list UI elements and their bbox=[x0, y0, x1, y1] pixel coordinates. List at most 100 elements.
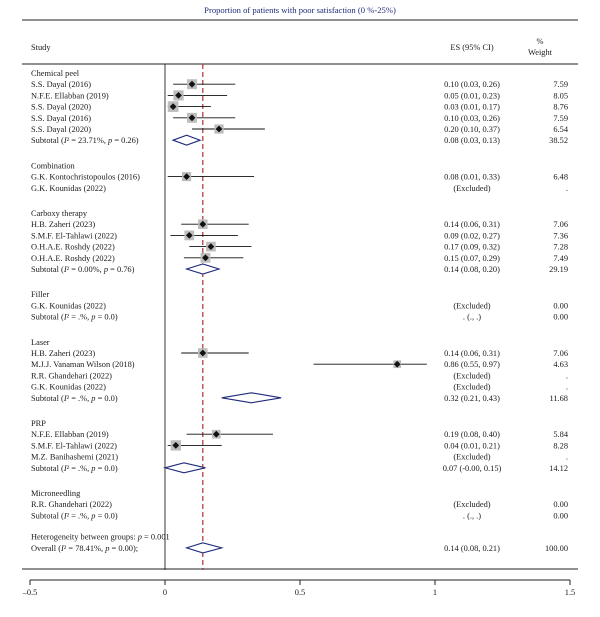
study-weight-text: 7.06 bbox=[553, 220, 568, 229]
study-es-text: 0.09 (0.02, 0.27) bbox=[444, 231, 500, 240]
study-weight-text: 7.06 bbox=[553, 349, 568, 358]
column-header-weight: Weight bbox=[528, 48, 553, 57]
subtotal-es-text: . (., .) bbox=[463, 313, 481, 322]
study-label: S.S. Dayal (2016) bbox=[31, 80, 91, 89]
study-weight-text: . bbox=[566, 371, 568, 380]
subtotal-weight-text: 0.00 bbox=[553, 511, 568, 520]
mark-layer bbox=[162, 79, 427, 554]
x-tick-label: 0.5 bbox=[295, 588, 305, 597]
study-weight-text: . bbox=[566, 383, 568, 392]
subtotal-es-text: 0.32 (0.21, 0.43) bbox=[444, 394, 500, 403]
subtotal-label: Subtotal (I² = .%, p = 0.0) bbox=[31, 313, 118, 322]
point-estimate bbox=[188, 80, 196, 88]
study-weight-text: 4.63 bbox=[553, 360, 568, 369]
point-estimate bbox=[207, 243, 215, 250]
study-label: O.H.A.E. Roshdy (2022) bbox=[31, 254, 115, 263]
study-label: H.B. Zaheri (2023) bbox=[31, 349, 95, 358]
study-label: G.K. Kounidas (2022) bbox=[31, 301, 106, 310]
subtotal-es-text: 0.07 (-0.00, 0.15) bbox=[443, 464, 502, 473]
overall-weight-text: 100.00 bbox=[545, 544, 568, 553]
group-label: Carboxy therapy bbox=[31, 209, 88, 218]
point-estimate bbox=[183, 173, 190, 180]
subtotal-diamond bbox=[162, 462, 206, 474]
point-estimate bbox=[188, 114, 196, 122]
column-header-es: ES (95% CI) bbox=[450, 43, 493, 52]
study-es-text: (Excluded) bbox=[453, 301, 490, 310]
study-weight-text: 7.28 bbox=[553, 243, 568, 252]
study-label: R.R. Ghandehari (2022) bbox=[31, 371, 112, 380]
chart-title: Proportion of patients with poor satisfa… bbox=[204, 5, 396, 15]
study-weight-text: 7.59 bbox=[553, 80, 568, 89]
subtotal-diamond bbox=[171, 134, 202, 146]
subtotal-weight-text: 0.00 bbox=[553, 313, 568, 322]
group-label: PRP bbox=[31, 419, 46, 428]
frame-layer bbox=[22, 19, 578, 585]
study-label: S.M.F. El-Tahlawi (2022) bbox=[31, 231, 117, 240]
subtotal-weight-text: 29.19 bbox=[549, 265, 568, 274]
study-weight-text: 8.28 bbox=[553, 441, 568, 450]
point-estimate bbox=[393, 360, 401, 368]
study-es-text: 0.86 (0.55, 0.97) bbox=[444, 360, 500, 369]
study-weight-text: 5.84 bbox=[553, 430, 568, 439]
subtotal-es-text: . (., .) bbox=[463, 511, 481, 520]
study-label: N.F.E. Ellabban (2019) bbox=[31, 430, 109, 439]
point-estimate bbox=[212, 430, 220, 438]
study-es-text: (Excluded) bbox=[453, 184, 490, 193]
group-label: Microneedling bbox=[31, 489, 81, 498]
column-header-study: Study bbox=[31, 43, 51, 52]
subtotal-es-text: 0.08 (0.03, 0.13) bbox=[444, 136, 500, 145]
subtotal-label: Subtotal (I² = 0.00%, p = 0.76) bbox=[31, 265, 135, 274]
subtotal-label: Subtotal (I² = .%, p = 0.0) bbox=[31, 464, 118, 473]
overall-es-text: 0.14 (0.08, 0.21) bbox=[444, 544, 500, 553]
point-estimate bbox=[169, 103, 177, 110]
study-weight-text: 8.05 bbox=[553, 91, 568, 100]
study-es-text: 0.20 (0.10, 0.37) bbox=[444, 125, 500, 134]
study-label: O.H.A.E. Roshdy (2022) bbox=[31, 243, 115, 252]
study-es-text: 0.10 (0.03, 0.26) bbox=[444, 114, 500, 123]
study-weight-text: 7.49 bbox=[553, 254, 568, 263]
study-es-text: 0.08 (0.01, 0.33) bbox=[444, 173, 500, 182]
point-estimate bbox=[215, 125, 223, 133]
study-es-text: 0.19 (0.08, 0.40) bbox=[444, 430, 500, 439]
study-weight-text: . bbox=[566, 453, 568, 462]
subtotal-diamond bbox=[184, 263, 221, 275]
study-es-text: 0.03 (0.01, 0.17) bbox=[444, 103, 500, 112]
study-es-text: (Excluded) bbox=[453, 371, 490, 380]
group-label: Filler bbox=[31, 290, 49, 299]
study-weight-text: . bbox=[566, 184, 568, 193]
text-layer: Proportion of patients with poor satisfa… bbox=[22, 5, 576, 597]
study-label: G.K. Kounidas (2022) bbox=[31, 184, 106, 193]
x-tick-label: 0 bbox=[163, 588, 167, 597]
subtotal-label: Subtotal (I² = 23.71%, p = 0.26) bbox=[31, 136, 139, 145]
study-weight-text: 8.76 bbox=[553, 103, 568, 112]
study-es-text: 0.10 (0.03, 0.26) bbox=[444, 80, 500, 89]
study-label: S.S. Dayal (2020) bbox=[31, 125, 91, 134]
study-label: N.F.E. Ellabban (2019) bbox=[31, 91, 109, 100]
study-weight-text: 7.36 bbox=[553, 231, 568, 240]
study-es-text: 0.15 (0.07, 0.29) bbox=[444, 254, 500, 263]
group-label: Laser bbox=[31, 338, 50, 347]
overall-label: Overall (I² = 78.41%, p = 0.00); bbox=[31, 544, 138, 553]
group-label: Combination bbox=[31, 161, 76, 170]
point-estimate bbox=[172, 442, 180, 449]
study-es-text: 0.14 (0.06, 0.31) bbox=[444, 349, 500, 358]
study-es-text: 0.14 (0.06, 0.31) bbox=[444, 220, 500, 229]
subtotal-weight-text: 14.12 bbox=[549, 464, 568, 473]
subtotal-diamond bbox=[221, 392, 282, 404]
study-weight-text: 6.48 bbox=[553, 173, 568, 182]
overall-diamond bbox=[184, 542, 224, 554]
point-estimate bbox=[199, 349, 207, 357]
study-label: M.J.J. Vanaman Wilson (2018) bbox=[31, 360, 135, 369]
study-es-text: 0.05 (0.01, 0.23) bbox=[444, 91, 500, 100]
x-tick-label: 1.5 bbox=[565, 588, 575, 597]
point-estimate bbox=[185, 232, 193, 239]
study-es-text: 0.17 (0.09, 0.32) bbox=[444, 243, 500, 252]
study-label: R.R. Ghandehari (2022) bbox=[31, 500, 112, 509]
subtotal-label: Subtotal (I² = .%, p = 0.0) bbox=[31, 511, 118, 520]
column-header-weight-pct: % bbox=[537, 37, 544, 46]
study-weight-text: 6.54 bbox=[553, 125, 568, 134]
study-es-text: (Excluded) bbox=[453, 383, 490, 392]
subtotal-weight-text: 11.68 bbox=[549, 394, 568, 403]
x-tick-label: 1 bbox=[433, 588, 437, 597]
